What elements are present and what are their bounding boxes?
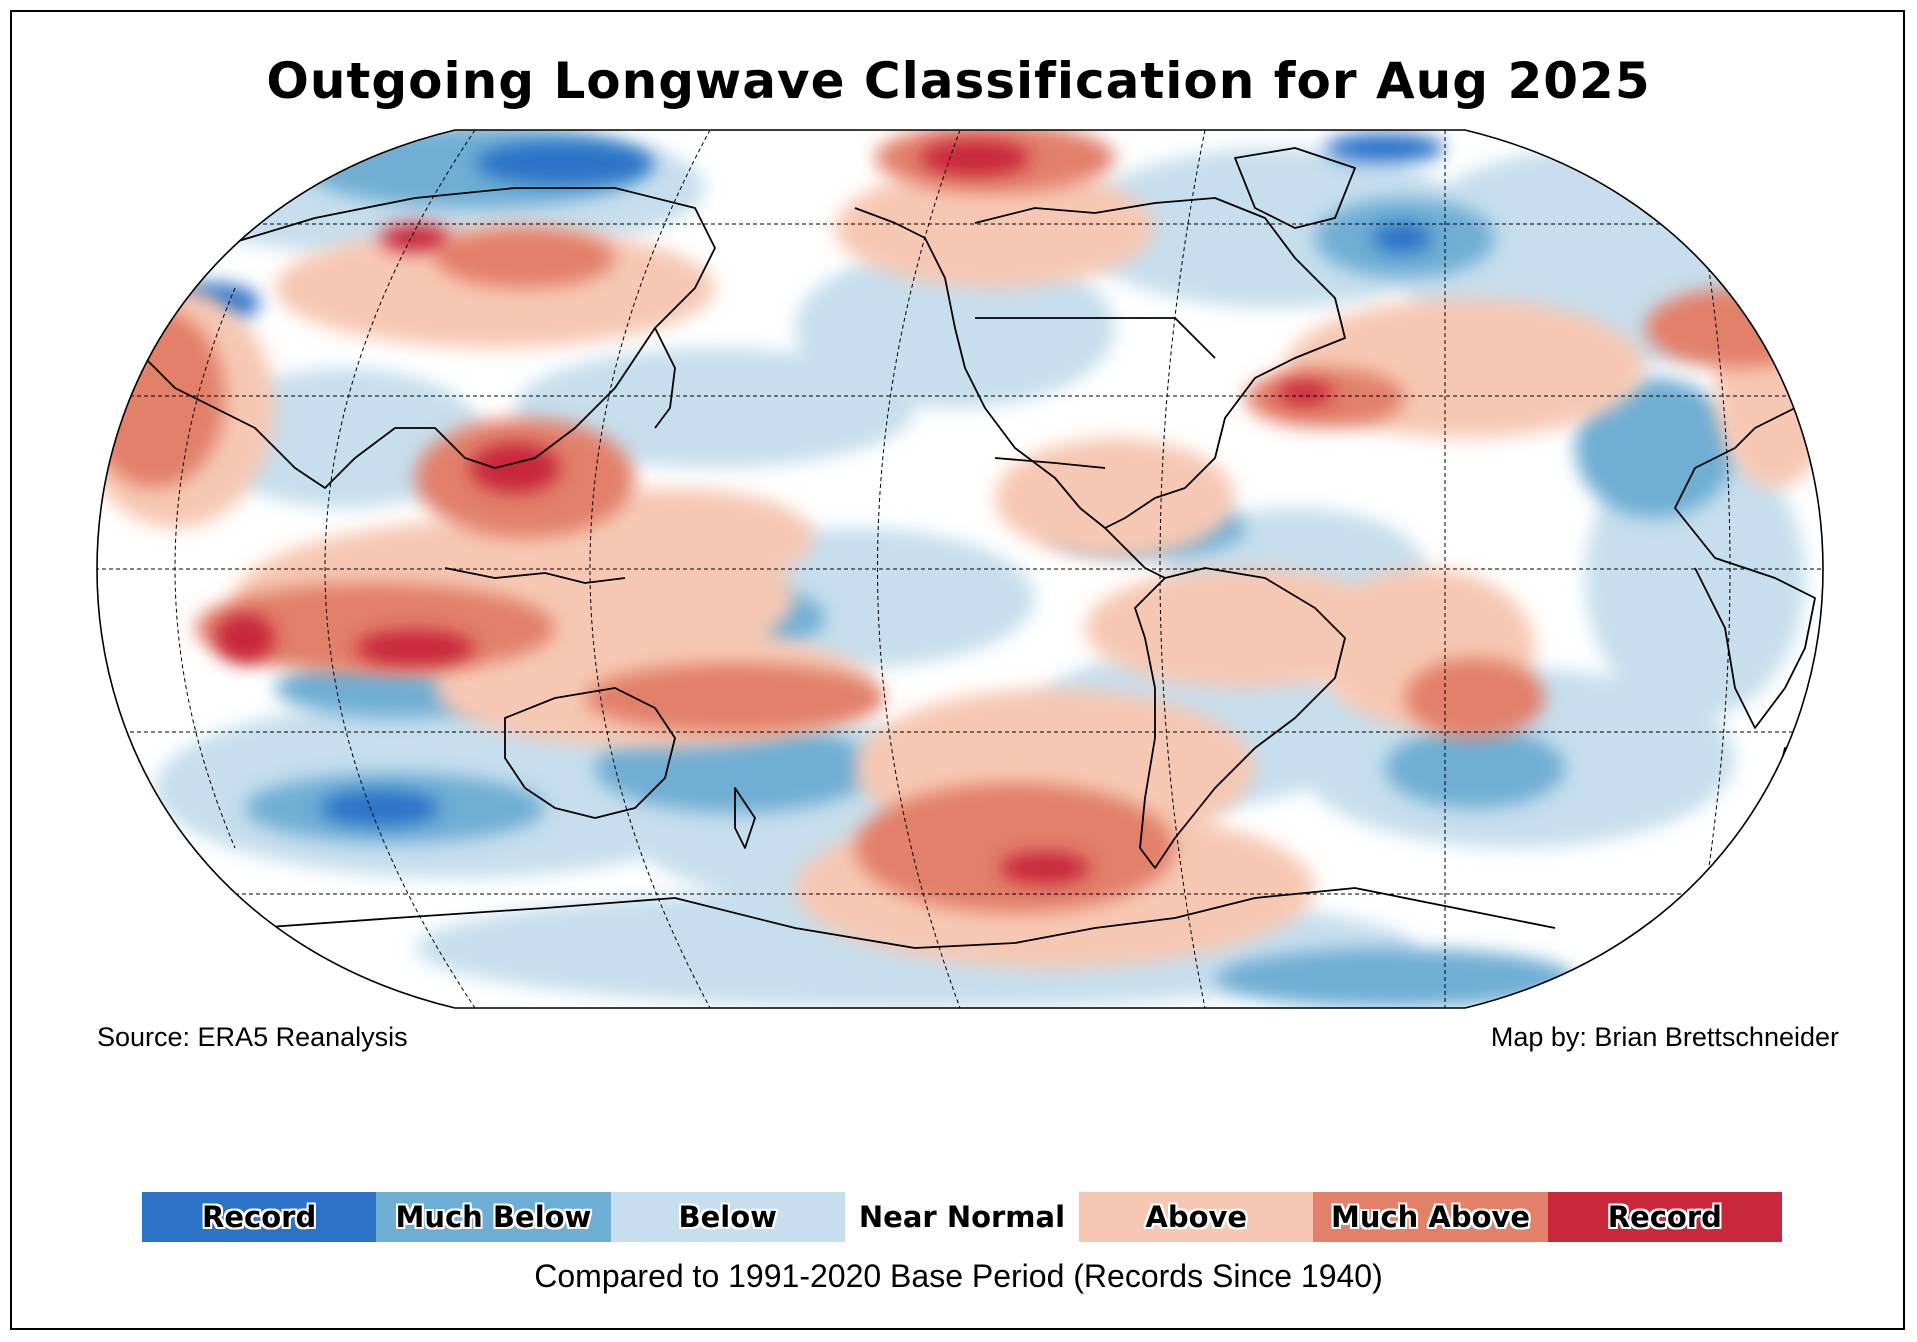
legend-below: Below: [610, 1192, 845, 1242]
anomaly-field: [97, 130, 1823, 1008]
north-america-coast: [854, 197, 1346, 529]
asia-coast: [114, 187, 716, 489]
us-border: [975, 317, 1216, 359]
legend-much-above: Much Above: [1313, 1192, 1548, 1242]
legend-above: Above: [1079, 1192, 1314, 1242]
base-period-caption: Compared to 1991-2020 Base Period (Recor…: [534, 1258, 1383, 1294]
world-map-svg: [96, 129, 1824, 1009]
credit-text: Map by: Brian Brettschneider: [1490, 1022, 1839, 1052]
graticule: [97, 130, 1823, 1008]
japan-coast: [654, 327, 676, 429]
central-america-coast: [1104, 527, 1166, 579]
classification-legend: Record Much Below Below Near Normal Abov…: [142, 1192, 1782, 1242]
antarctica-coast: [254, 887, 1556, 949]
us-mexico-border: [994, 457, 1106, 469]
map-title: Outgoing Longwave Classification for Aug…: [266, 52, 1651, 110]
coastlines: [114, 147, 1816, 949]
africa-coast: [1674, 447, 1816, 729]
indonesia-coast: [444, 567, 626, 584]
new-zealand-coast: [734, 787, 756, 849]
world-map: [95, 128, 1825, 1010]
legend-near-normal: Near Normal: [844, 1192, 1080, 1242]
legend-record-low: Record: [142, 1192, 377, 1242]
legend-much-below: Much Below: [376, 1192, 611, 1242]
south-america-coast: [1134, 567, 1346, 869]
source-text: Source: ERA5 Reanalysis: [97, 1022, 408, 1052]
australia-coast: [504, 687, 676, 819]
legend-record-high: Record: [1547, 1192, 1782, 1242]
greenland-coast: [1234, 147, 1356, 229]
globe-outline: [96, 129, 1824, 1009]
